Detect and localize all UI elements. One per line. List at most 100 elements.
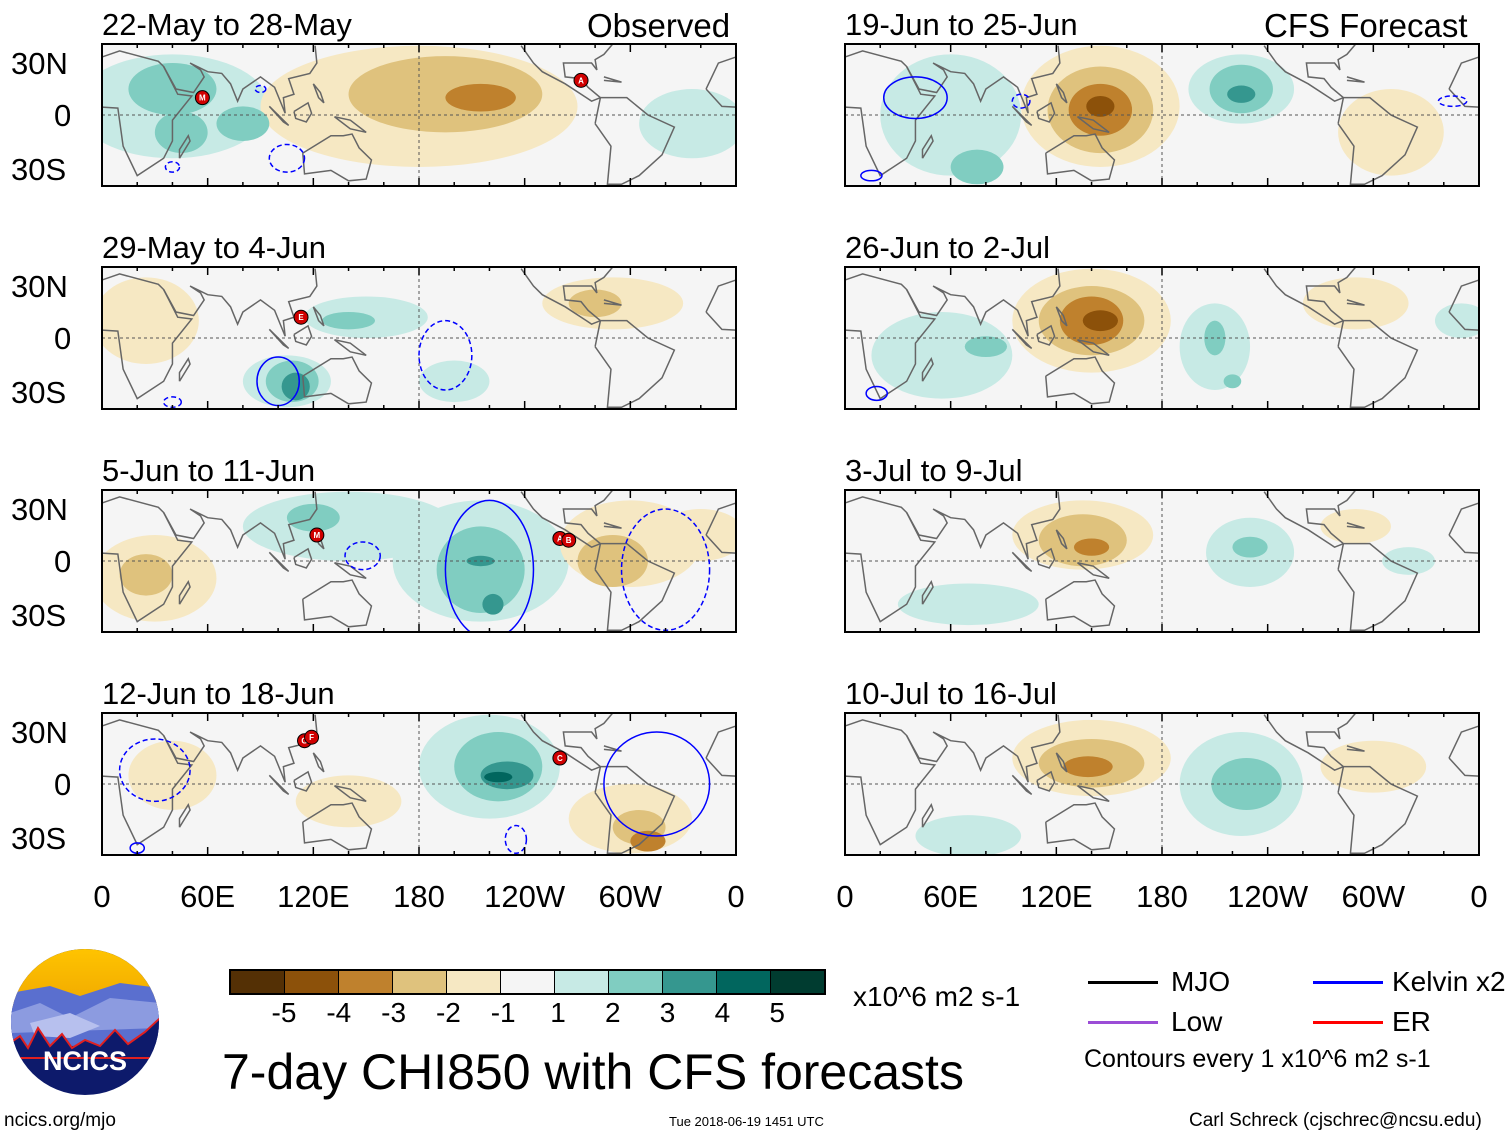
lat-label: 30N: [11, 492, 68, 527]
anomaly-region: [656, 509, 736, 561]
colorbar-swatch: [339, 971, 393, 993]
coastline: [1036, 770, 1056, 792]
tropical-cyclone-icon: [309, 527, 325, 543]
legend-low-line: [1088, 1021, 1158, 1024]
anomaly-region: [1320, 740, 1427, 793]
coastline: [1036, 101, 1056, 123]
anomaly-region: [1063, 756, 1113, 778]
coastline: [1045, 802, 1116, 851]
coastline: [293, 101, 313, 123]
coastline: [302, 579, 373, 628]
coastline: [312, 83, 325, 104]
colorbar-tick-label: -1: [490, 997, 516, 1028]
colorbar-tick-label: -4: [326, 997, 352, 1028]
tropical-cyclone-icon: [304, 729, 320, 745]
anomaly-region: [1320, 509, 1391, 544]
coastline: [162, 268, 318, 337]
coastline: [603, 522, 622, 529]
anomaly-region: [154, 111, 208, 154]
anomaly-region: [1204, 320, 1226, 356]
coastline: [334, 561, 367, 580]
kelvin-contour: [164, 161, 181, 173]
coastline: [1077, 561, 1110, 580]
coastline: [102, 719, 194, 846]
coastline: [178, 134, 191, 159]
coastline: [312, 306, 325, 327]
storm-label: M: [199, 94, 206, 103]
coastline: [302, 356, 373, 405]
coastline: [293, 547, 313, 569]
panel-title: 12-Jun to 18-Jun: [102, 676, 335, 711]
forecast-label: CFS Forecast: [1264, 7, 1468, 44]
coastline: [1263, 713, 1357, 771]
anomaly-region: [128, 63, 217, 115]
map-panel: [844, 43, 1480, 187]
coastline: [603, 76, 622, 83]
legend-kelvin-line: [1313, 981, 1383, 984]
anomaly-region: [1232, 536, 1268, 558]
coastline: [905, 45, 1061, 114]
coastline: [845, 719, 937, 846]
lon-label: 0: [93, 879, 111, 914]
legend-er-line: [1313, 1021, 1383, 1024]
tropical-cyclone-icon: [194, 90, 210, 106]
panel-title: 22-May to 28-May: [102, 7, 352, 42]
tropical-cyclone-icon: [573, 72, 589, 88]
anomaly-region: [286, 503, 340, 532]
legend-kelvin: Kelvin x2: [1392, 966, 1506, 997]
kelvin-contour: [882, 76, 948, 120]
coastline: [845, 273, 937, 400]
storm-label: G: [301, 737, 307, 746]
colorbar-tick-label: 5: [769, 997, 785, 1028]
anomaly-region: [1086, 95, 1115, 117]
coastline: [268, 105, 290, 127]
anomaly-region: [419, 360, 490, 403]
colorbar-swatch: [555, 971, 609, 993]
coastline: [1337, 542, 1419, 632]
lon-label: 60W: [598, 879, 663, 914]
lon-label: 0: [1470, 879, 1488, 914]
coastline: [1045, 579, 1116, 628]
coastline: [1011, 774, 1033, 796]
colorbar-swatch: [771, 971, 824, 993]
colorbar-tick-label: 2: [605, 997, 621, 1028]
anomaly-region: [1211, 758, 1282, 810]
coastline: [1337, 765, 1419, 855]
lat-label: 0: [54, 544, 72, 579]
colorbar-tick-label: -2: [435, 997, 461, 1028]
anomaly-region: [1082, 310, 1118, 332]
anomaly-region: [348, 56, 543, 133]
legend-mjo: MJO: [1171, 966, 1231, 997]
anomaly-region: [482, 593, 504, 615]
lon-label: 60E: [180, 879, 236, 914]
map-panel: [844, 489, 1480, 633]
anomaly-region: [964, 336, 1008, 358]
panel-title: 5-Jun to 11-Jun: [102, 453, 316, 488]
lon-label: 180: [393, 879, 445, 914]
coastline: [520, 713, 614, 771]
colorbar-units: x10^6 m2 s-1: [853, 981, 1021, 1012]
anomaly-region: [915, 815, 1022, 855]
coastline: [1077, 338, 1110, 357]
anomaly-region: [1302, 277, 1409, 330]
coastline: [921, 357, 934, 382]
anomaly-region: [1223, 374, 1242, 389]
coastline: [1055, 529, 1068, 550]
tropical-cyclone-icon: [561, 532, 577, 548]
coastline: [1346, 522, 1365, 529]
coastline: [1263, 490, 1357, 548]
kelvin-contour: [1437, 95, 1468, 108]
coastline: [520, 490, 614, 548]
coastline: [921, 803, 934, 828]
coastline: [1337, 319, 1419, 409]
coastline: [268, 551, 290, 573]
coastline: [102, 50, 194, 177]
footer-url: ncics.org/mjo: [4, 1110, 116, 1131]
kelvin-contour: [865, 385, 889, 402]
legend-low: Low: [1171, 1006, 1223, 1037]
anomaly-region: [1382, 547, 1435, 575]
figure-title: 7-day CHI850 with CFS forecasts: [222, 1044, 964, 1100]
coastline: [1011, 105, 1033, 127]
